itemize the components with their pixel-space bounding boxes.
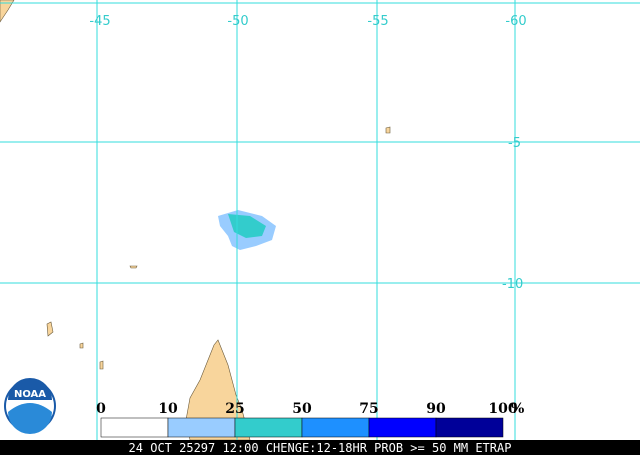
legend-swatch — [100, 417, 169, 438]
legend-tick: 25 — [225, 401, 244, 417]
lon-label: -55 — [367, 14, 388, 29]
lon-label: -50 — [227, 14, 248, 29]
land — [0, 0, 391, 441]
lon-label: -60 — [505, 14, 526, 29]
legend-tick: 10 — [158, 401, 178, 417]
lat-label: -5 — [508, 136, 521, 151]
legend-swatch — [435, 417, 504, 438]
logo-text: NOAA — [14, 389, 46, 400]
legend-tick: 100 — [488, 401, 517, 417]
lon-label: -45 — [89, 14, 110, 29]
caption-bar — [0, 440, 640, 455]
legend-swatch — [368, 417, 437, 438]
legend: 0 10 25 50 75 90 100% — [96, 401, 524, 438]
lat-label: -10 — [502, 277, 523, 292]
legend-swatch — [301, 417, 370, 438]
legend-tick: 50 — [292, 401, 312, 417]
legend-tick: 75 — [359, 401, 378, 417]
legend-unit: % — [511, 401, 524, 417]
grid — [0, 0, 640, 440]
caption: 24 OCT 25297 12:00 CHENGE:12-18HR PROB >… — [129, 441, 512, 455]
legend-swatch — [234, 417, 303, 438]
legend-tick: 0 — [96, 401, 106, 417]
legend-tick: 90 — [426, 401, 446, 417]
legend-swatch — [167, 417, 236, 438]
noaa-logo: NOAA — [4, 378, 56, 434]
